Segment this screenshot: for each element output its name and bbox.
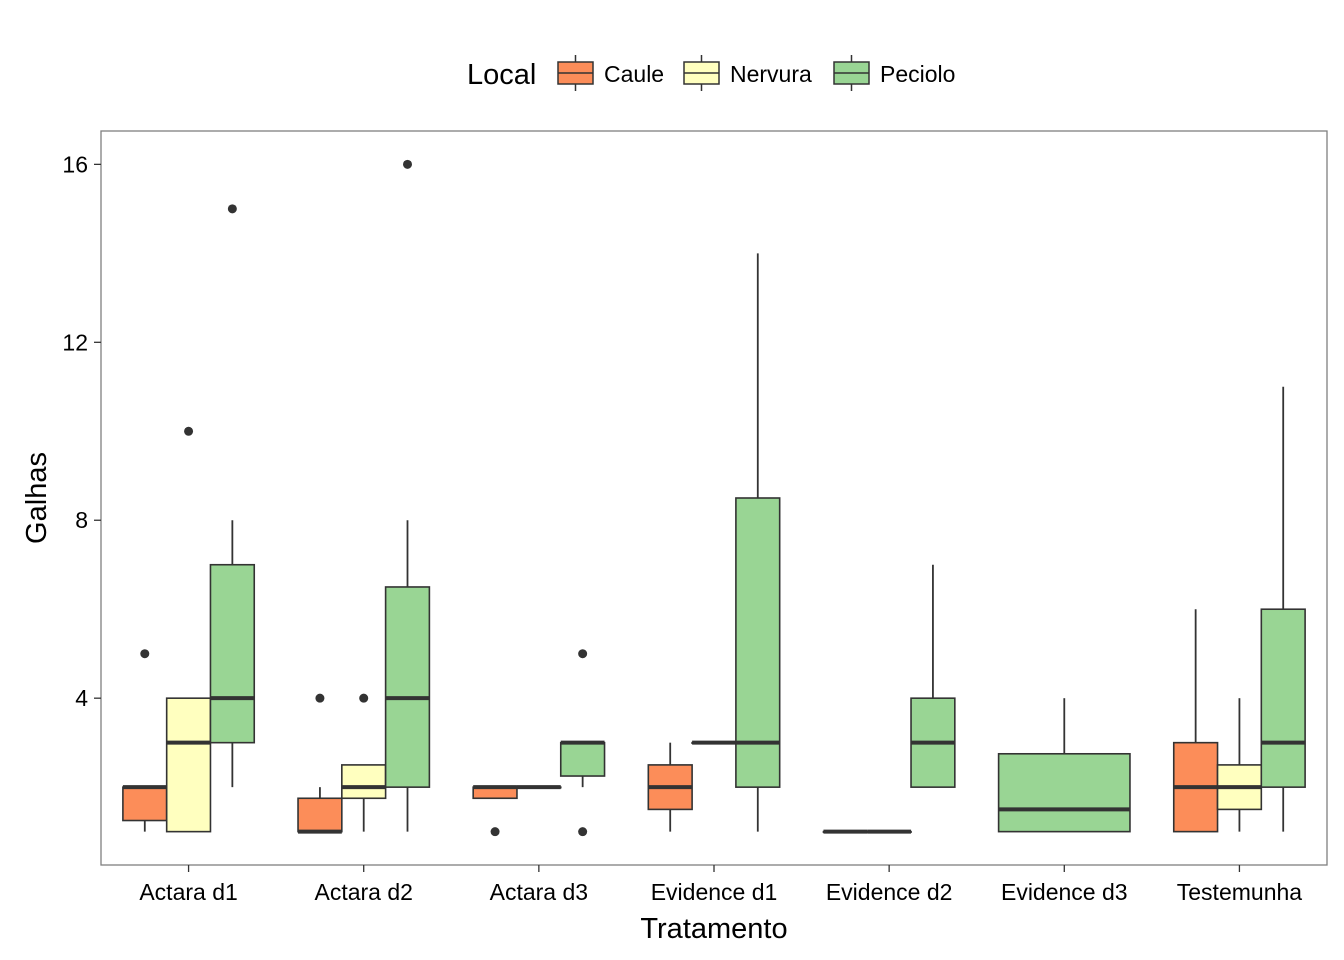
- plot-panel: [100, 130, 1328, 866]
- legend-label: Peciolo: [880, 61, 955, 87]
- box-caule-evidence-d1: [647, 742, 693, 832]
- y-tick-label: 8: [75, 507, 88, 533]
- y-tick-label: 12: [62, 329, 88, 355]
- legend: Local Caule Nervura Peciolo: [467, 55, 955, 91]
- x-tick-label: Evidence d2: [826, 879, 953, 905]
- box-nervura-actara-d1: [165, 426, 212, 833]
- box-body: [735, 497, 781, 788]
- x-tick-label: Evidence d3: [1001, 879, 1128, 905]
- legend-item-peciolo: Peciolo: [833, 55, 955, 91]
- box-nervura-actara-d2: [341, 693, 387, 832]
- y-tick-label: 16: [62, 151, 88, 177]
- box-body: [165, 697, 212, 833]
- y-tick-label: 4: [75, 685, 88, 711]
- outlier-point: [315, 693, 325, 703]
- x-axis-title: Tratamento: [640, 913, 787, 945]
- y-axis-title: Galhas: [21, 452, 53, 544]
- legend-item-nervura: Nervura: [683, 55, 812, 91]
- outlier-point: [359, 693, 369, 703]
- outlier-point: [184, 426, 194, 436]
- box-peciolo-evidence-d1: [735, 253, 781, 832]
- legend-label: Caule: [604, 61, 664, 87]
- outlier-point: [578, 649, 588, 659]
- box-peciolo-actara-d3: [559, 649, 606, 837]
- x-axis: Actara d1 Actara d2 Actara d3 Evidence d1 Ev…: [139, 865, 1302, 905]
- box-body: [384, 586, 431, 788]
- box-caule-actara-d3: [472, 785, 518, 837]
- box-peciolo-testemunha: [1260, 386, 1306, 832]
- y-axis: 4 8 12 16: [62, 151, 101, 711]
- outlier-point: [490, 827, 500, 837]
- box-peciolo-evidence-d3: [997, 698, 1131, 833]
- legend-title: Local: [467, 59, 536, 91]
- x-tick-label: Actara d2: [314, 879, 412, 905]
- box-nervura-evidence-d1: [691, 740, 737, 745]
- outlier-point: [403, 159, 412, 169]
- box-peciolo-actara-d1: [209, 204, 256, 788]
- box-peciolo-actara-d2: [384, 159, 431, 832]
- box-caule-evidence-d2: [822, 829, 869, 834]
- box-body: [1260, 608, 1306, 788]
- outlier-point: [227, 204, 237, 214]
- box-caule-actara-d1: [122, 649, 168, 832]
- legend-label: Nervura: [730, 61, 812, 87]
- box-nervura-evidence-d2: [866, 829, 912, 834]
- x-tick-label: Actara d3: [490, 879, 588, 905]
- legend-item-caule: Caule: [557, 55, 664, 91]
- box-body: [341, 764, 387, 800]
- box-nervura-testemunha: [1216, 698, 1263, 832]
- box-caule-testemunha: [1172, 609, 1219, 833]
- box-body: [297, 797, 343, 833]
- outlier-point: [140, 649, 150, 659]
- box-body: [997, 752, 1131, 833]
- outlier-point: [578, 827, 588, 837]
- x-tick-label: Evidence d1: [651, 879, 778, 905]
- box-body: [559, 741, 606, 777]
- plot-marks: [122, 159, 1306, 837]
- legend-entries: Caule Nervura Peciolo: [557, 55, 955, 91]
- box-caule-actara-d2: [297, 693, 343, 834]
- box-body: [122, 786, 168, 822]
- x-tick-label: Actara d1: [139, 879, 237, 905]
- box-peciolo-evidence-d2: [910, 564, 956, 788]
- box-nervura-actara-d3: [516, 785, 562, 790]
- box-body: [209, 563, 256, 744]
- x-tick-label: Testemunha: [1177, 879, 1303, 905]
